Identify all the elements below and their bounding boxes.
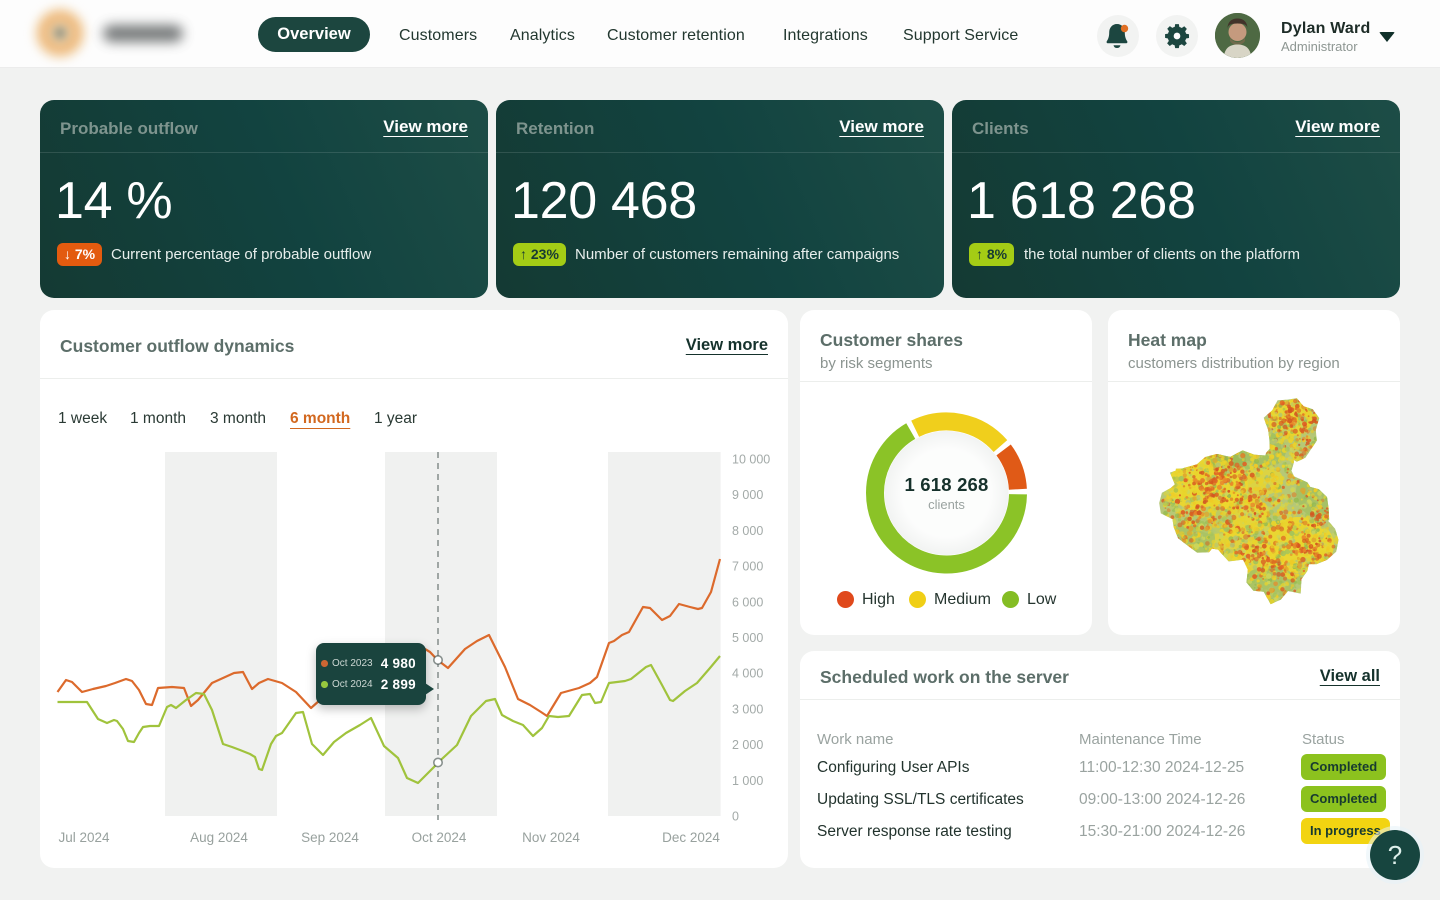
svg-text:8 000: 8 000 (732, 524, 763, 538)
svg-text:Dec 2024: Dec 2024 (662, 830, 720, 845)
svg-text:5 000: 5 000 (732, 631, 763, 645)
svg-text:1 000: 1 000 (732, 774, 763, 788)
svg-text:Aug 2024: Aug 2024 (190, 830, 248, 845)
svg-text:4 000: 4 000 (732, 667, 763, 681)
svg-text:0: 0 (732, 810, 739, 824)
svg-text:7 000: 7 000 (732, 560, 763, 574)
svg-text:Nov 2024: Nov 2024 (522, 830, 580, 845)
svg-text:2 000: 2 000 (732, 738, 763, 752)
svg-text:Oct 2024: Oct 2024 (412, 830, 467, 845)
svg-text:6 000: 6 000 (732, 595, 763, 609)
svg-text:Sep 2024: Sep 2024 (301, 830, 359, 845)
svg-text:3 000: 3 000 (732, 702, 763, 716)
svg-text:10 000: 10 000 (732, 453, 770, 467)
svg-text:9 000: 9 000 (732, 488, 763, 502)
svg-text:Jul 2024: Jul 2024 (58, 830, 110, 845)
